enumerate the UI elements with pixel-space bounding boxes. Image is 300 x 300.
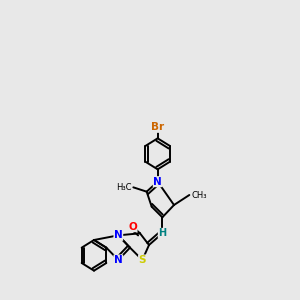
Text: S: S: [139, 255, 146, 265]
Text: H₃C: H₃C: [116, 183, 131, 192]
Text: O: O: [128, 222, 137, 232]
Text: Br: Br: [151, 122, 164, 132]
Text: N: N: [114, 230, 123, 240]
Text: N: N: [153, 177, 162, 187]
Text: CH₃: CH₃: [191, 190, 207, 200]
Text: H: H: [158, 228, 166, 238]
Text: N: N: [114, 255, 123, 265]
